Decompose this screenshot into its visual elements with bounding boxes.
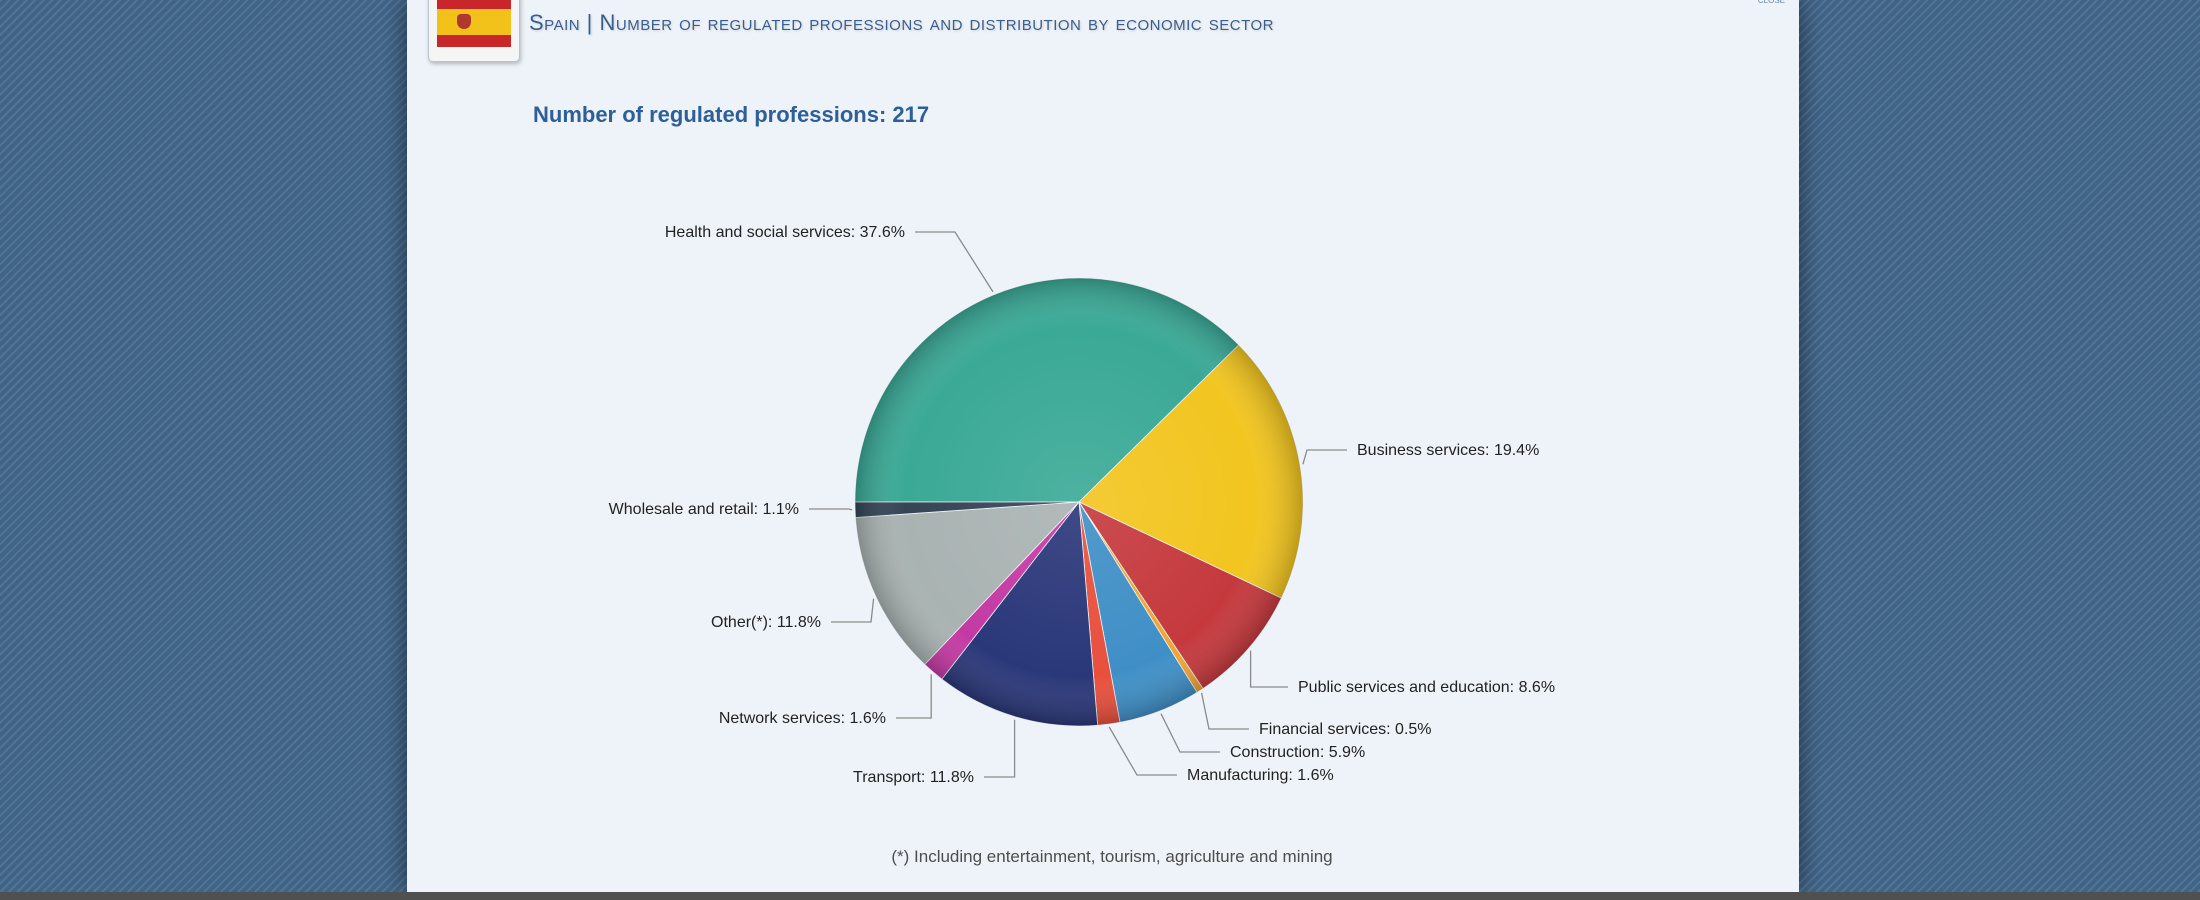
leader-line-public-services-and-education — [1249, 650, 1288, 688]
dialog-window: Spain | Number of regulated professions … — [407, 0, 1799, 892]
regulated-professions-count: Number of regulated professions: 217 — [533, 102, 929, 128]
leader-line-network-services — [896, 674, 932, 719]
count-value: 217 — [892, 102, 930, 127]
slice-label-network-services: Network services: 1.6% — [719, 710, 886, 727]
bottom-bar — [0, 892, 2200, 900]
spain-flag-icon — [428, 0, 520, 62]
leader-line-financial-services — [1200, 692, 1249, 730]
slice-label-wholesale-and-retail: Wholesale and retail: 1.1% — [609, 501, 799, 518]
leader-line-construction — [1160, 713, 1220, 753]
leader-line-wholesale-and-retail — [809, 508, 853, 511]
slice-label-business-services: Business services: 19.4% — [1357, 442, 1539, 459]
slice-label-financial-services: Financial services: 0.5% — [1259, 721, 1432, 738]
leader-line-transport — [984, 719, 1016, 778]
slice-label-construction: Construction: 5.9% — [1230, 744, 1365, 761]
slice-label-transport: Transport: 11.8% — [853, 769, 974, 786]
count-label: Number of regulated professions: — [533, 102, 887, 127]
slice-label-health-and-social-services: Health and social services: 37.6% — [665, 224, 905, 241]
slice-label-public-services-and-education: Public services and education: 8.6% — [1298, 679, 1555, 696]
close-link[interactable]: close — [1758, 0, 1785, 6]
leader-line-business-services — [1302, 449, 1347, 465]
slice-label-manufacturing: Manufacturing: 1.6% — [1187, 767, 1334, 784]
leader-line-health-and-social-services — [915, 231, 994, 293]
leader-line-other — [831, 598, 875, 623]
dialog-title: Spain | Number of regulated professions … — [529, 10, 1274, 35]
slice-label-other: Other(*): 11.8% — [711, 614, 821, 631]
leader-line-manufacturing — [1108, 726, 1177, 776]
footnote: (*) Including entertainment, tourism, ag… — [891, 847, 1333, 866]
